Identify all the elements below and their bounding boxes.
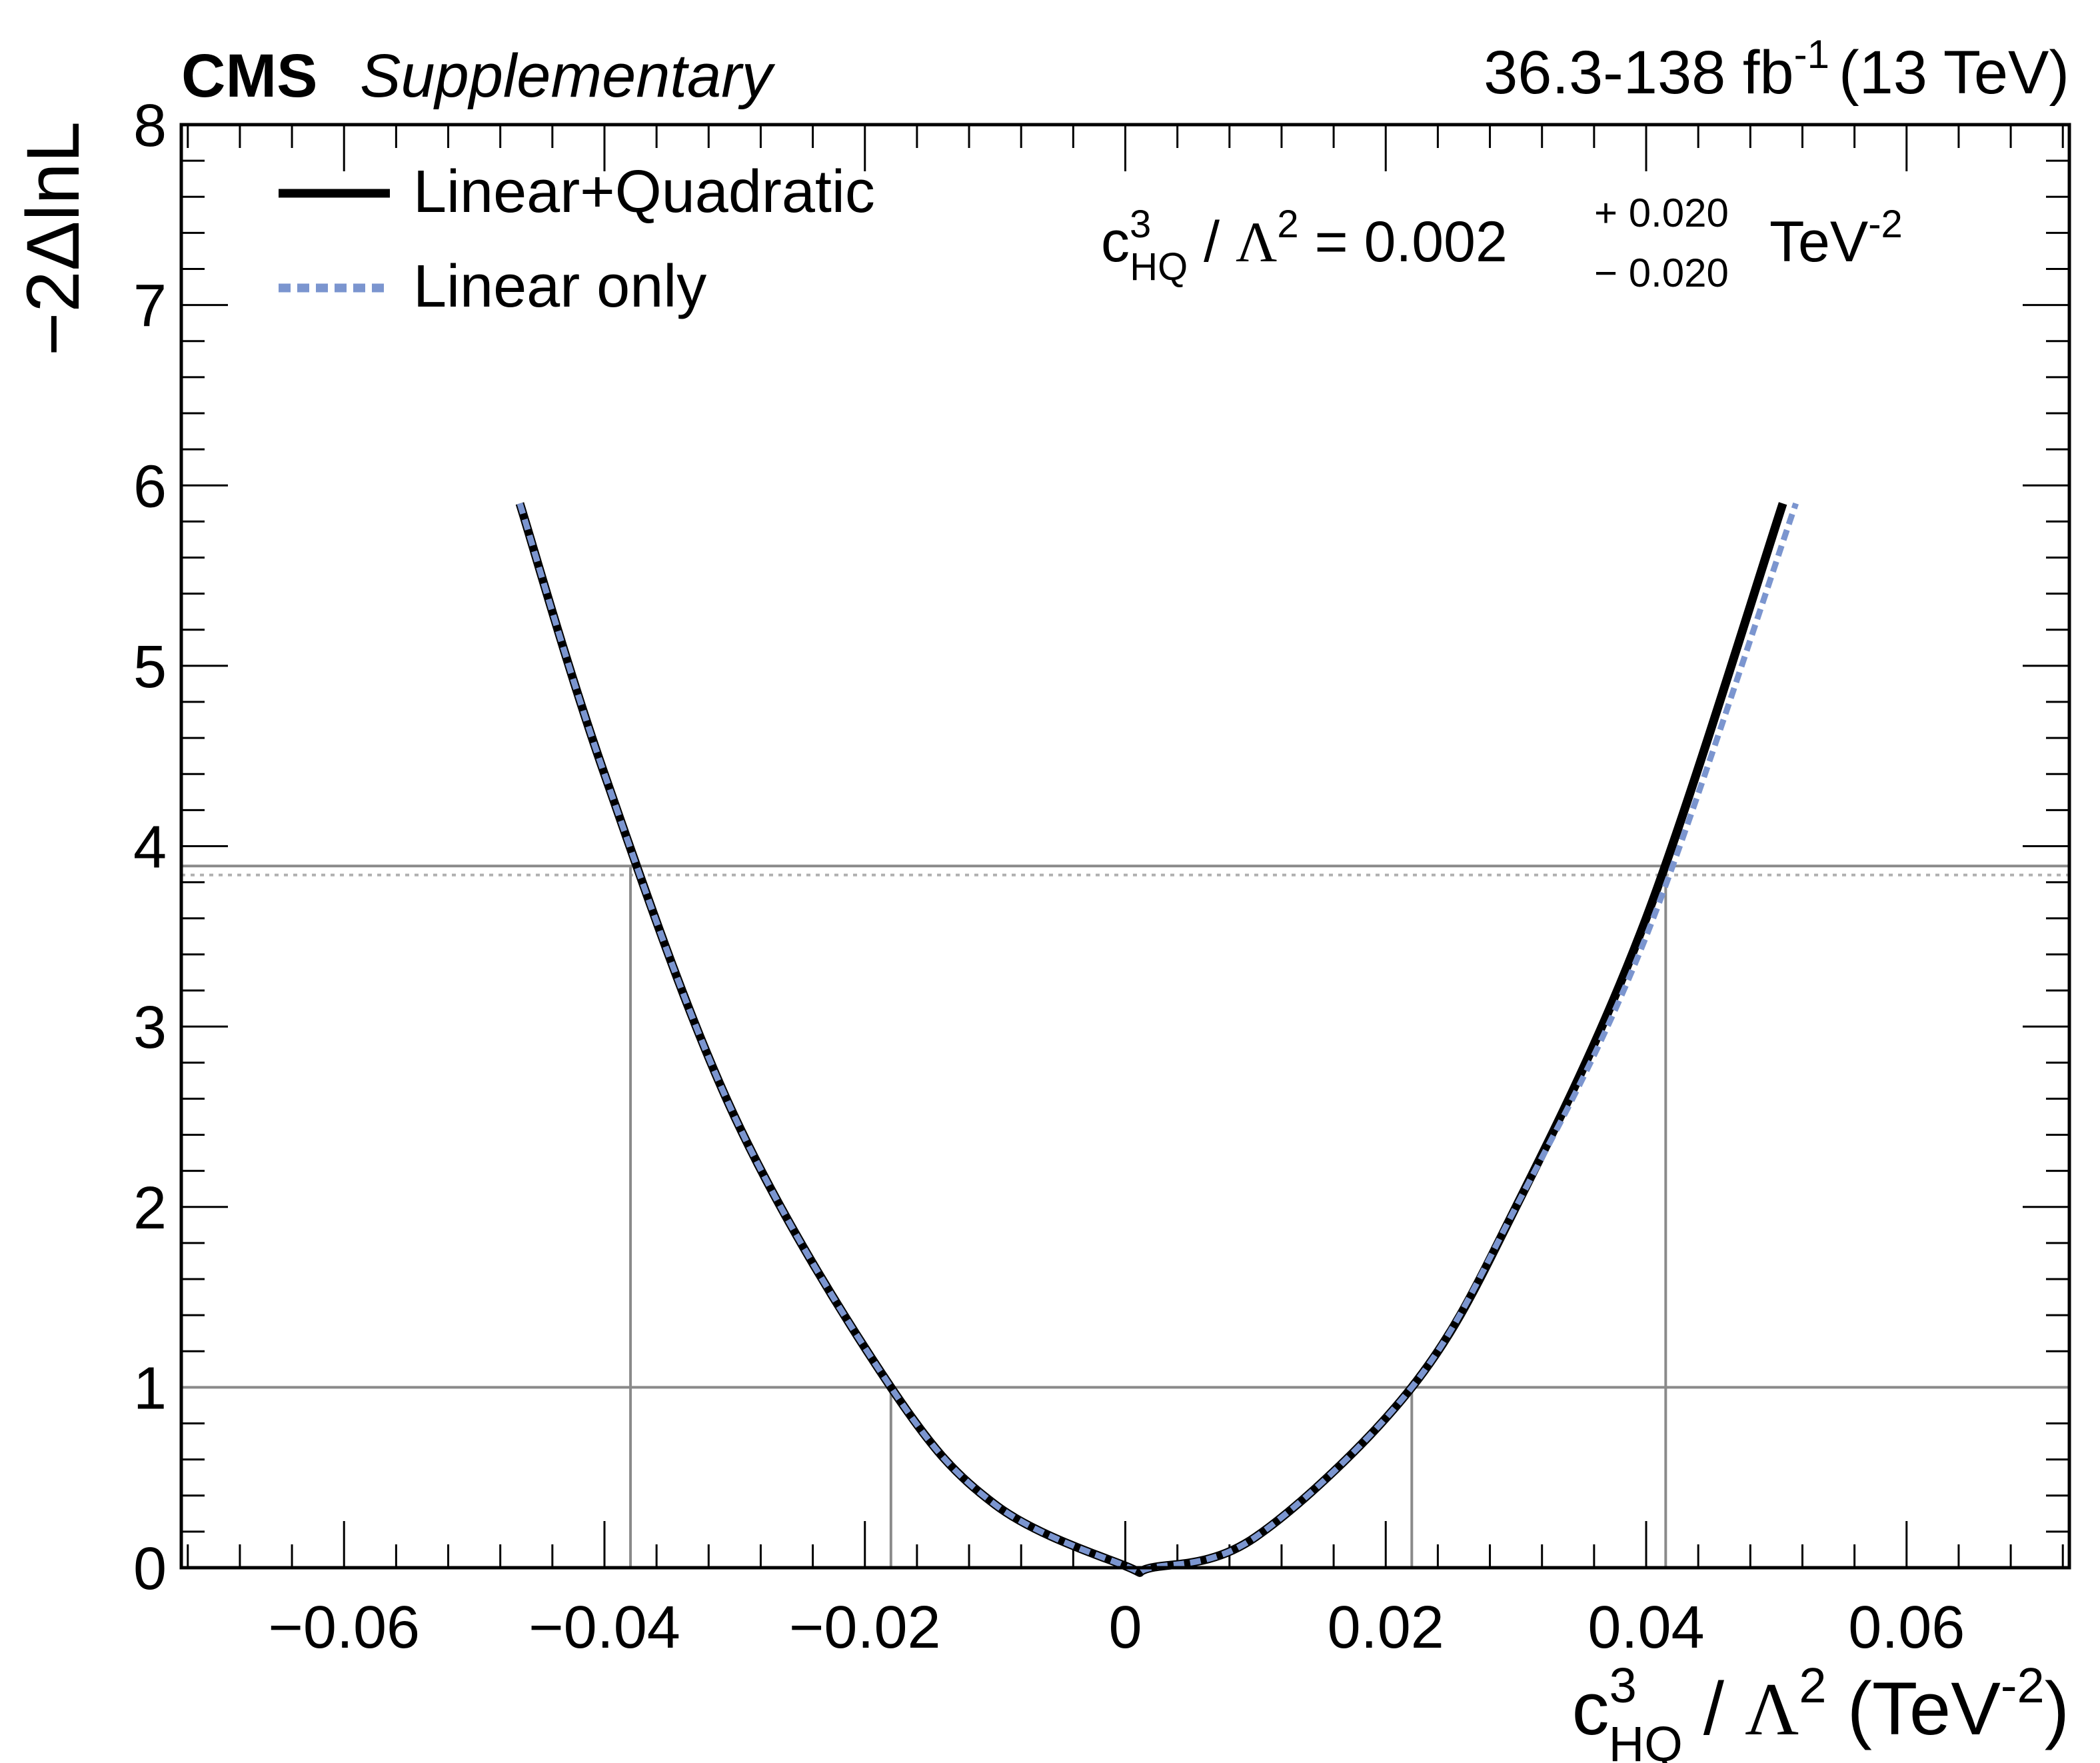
x-tick-label: −0.02 (789, 1594, 941, 1661)
y-tick-label: 7 (133, 273, 167, 340)
result-annotation: c3 HQ / Λ2 = 0.002 + 0.020 − 0.020 TeV-2 (1101, 191, 1903, 295)
y-tick-label: 1 (133, 1355, 167, 1422)
x-axis-title: c3 HQ / Λ2 (TeV-2) (1572, 1658, 2069, 1763)
energy-value: (13 TeV) (1839, 39, 2069, 107)
x-tick-label: −0.06 (268, 1594, 420, 1661)
lumi-energy-label: 36.3-138 fb-1 (13 TeV) (1484, 32, 2069, 107)
y-tick-label: 8 (133, 93, 167, 159)
x-tick-label: 0.04 (1587, 1594, 1704, 1661)
plot-frame (179, 123, 2071, 1570)
y-axis-title: −2ΔlnL (11, 121, 95, 356)
legend: Linear+Quadratic Linear only (279, 159, 875, 320)
experiment-label: CMS (181, 42, 317, 110)
legend-label-linear-quadratic: Linear+Quadratic (413, 159, 875, 225)
y-tick-label: 4 (133, 815, 167, 881)
tick-labels: −0.06 −0.04 −0.02 0 0.02 0.04 0.06 0 1 2 3 4 5 6 7 8 (133, 93, 1965, 1661)
axis-ticks (181, 123, 2069, 1569)
lumi-exponent: -1 (1794, 32, 1829, 77)
x-tick-label: 0 (1108, 1594, 1142, 1661)
y-tick-label: 5 (133, 634, 167, 701)
x-tick-label: 0.06 (1848, 1594, 1965, 1661)
y-tick-label: 2 (133, 1175, 167, 1242)
result-unit: TeV-2 (1769, 203, 1903, 274)
y-tick-label: 6 (133, 453, 167, 520)
y-tick-label: 3 (133, 994, 167, 1061)
legend-label-linear-only: Linear only (413, 253, 706, 320)
lumi-value: 36.3-138 fb (1484, 39, 1793, 107)
series-linear-quadratic (515, 502, 1787, 1577)
result-error-down: − 0.020 (1594, 251, 1729, 295)
series-linear-only (517, 502, 1799, 1576)
status-label: Supplementary (360, 42, 776, 110)
y-tick-label: 0 (133, 1536, 167, 1602)
reference-lines (181, 865, 2069, 1568)
x-tick-label: 0.02 (1328, 1594, 1444, 1661)
result-error-up: + 0.020 (1594, 191, 1729, 235)
x-tick-label: −0.04 (528, 1594, 680, 1661)
curves (515, 502, 1799, 1577)
result-parameter: c3 HQ / Λ2 = 0.002 (1101, 203, 1508, 289)
